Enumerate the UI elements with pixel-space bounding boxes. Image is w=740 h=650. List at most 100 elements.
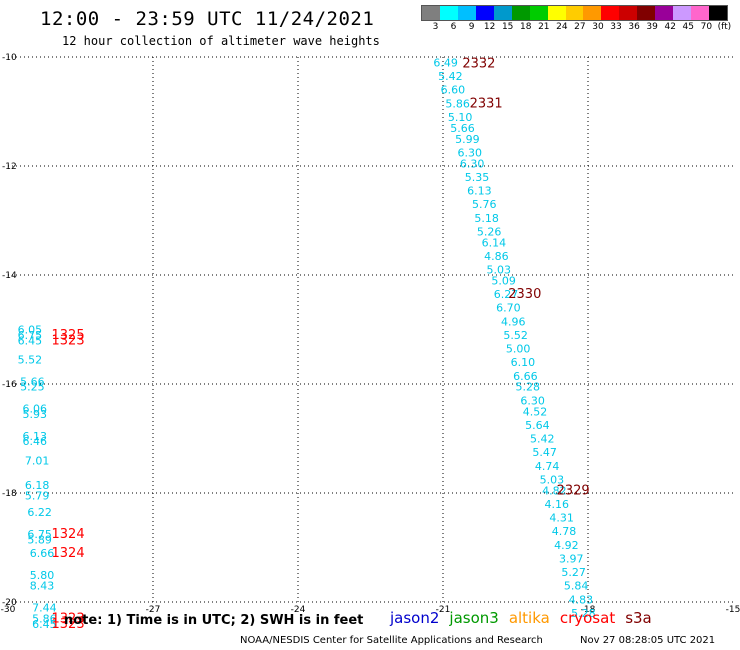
y-tick-label: -20 (2, 598, 17, 608)
swh-value-label: 5.84 (564, 580, 589, 593)
swh-value-label: 3.97 (559, 552, 584, 565)
color-scale-label: 3 (432, 22, 439, 32)
color-swatch (637, 6, 656, 20)
data-points: 6.495.426.605.865.105.665.996.306.305.35… (18, 56, 596, 630)
swh-value-label: 6.70 (496, 302, 520, 315)
color-swatch (475, 6, 494, 20)
swh-value-label: 5.66 (450, 122, 475, 135)
pass-number-label: 2330 (508, 287, 541, 302)
swh-value-label: 5.42 (530, 433, 555, 446)
swh-value-label: 6.60 (441, 84, 466, 97)
y-tick-label: -18 (2, 489, 17, 499)
swh-value-label: 5.35 (465, 171, 490, 184)
swh-value-label: 5.18 (474, 212, 499, 225)
color-scale-bar (421, 5, 728, 21)
color-swatch (709, 6, 727, 20)
color-swatch (673, 6, 692, 20)
swh-value-label: 6.30 (458, 146, 483, 159)
swh-value-label: 6.66 (513, 370, 538, 383)
color-scale-labels: 3 6 9 12 15 18 21 24 27 30 33 36 39 42 45 70 (ft) (421, 22, 740, 34)
legend-entry-jason3: jason3 (449, 609, 499, 627)
swh-value-label: 5.79 (25, 490, 49, 503)
swh-value-label: 5.27 (561, 566, 586, 579)
swh-value-label: 6.66 (30, 547, 55, 560)
swh-value-label: 4.31 (549, 512, 574, 525)
footer-timestamp: Nov 27 08:28:05 UTC 2021 (580, 635, 716, 646)
color-swatch (547, 6, 566, 20)
color-swatch (493, 6, 512, 20)
swh-value-label: 5.76 (472, 198, 497, 211)
swh-value-label: 7.01 (25, 454, 49, 467)
swh-value-label: 5.86 (32, 612, 57, 625)
color-swatch (565, 6, 584, 20)
swh-value-label: 5.99 (455, 133, 480, 146)
pass-number-label: 1325 (52, 328, 85, 343)
pass-number-label: 2331 (470, 96, 503, 111)
x-tick-label: -15 (726, 605, 740, 615)
grid-lines (8, 56, 733, 603)
color-scale-label: 30 (592, 22, 604, 32)
swh-value-label: 5.09 (491, 274, 516, 287)
swh-value-label: 4.92 (554, 539, 579, 552)
swh-value-label: 6.18 (25, 479, 49, 492)
swh-value-label: 6.13 (467, 185, 492, 198)
footer-credit: NOAA/NESDIS Center for Satellite Applica… (240, 635, 543, 646)
y-tick-label: -16 (2, 380, 17, 390)
swh-value-label: 5.25 (20, 381, 45, 394)
swh-value-label: 5.03 (540, 473, 565, 486)
swh-value-label: 6.27 (494, 288, 519, 301)
x-tick-label: -30 (1, 605, 16, 615)
swh-value-label: 6.46 (23, 435, 48, 448)
pass-number-label: 2332 (462, 57, 495, 72)
swh-value-label: 6.05 (18, 324, 42, 337)
legend-entry-s3a: s3a (625, 609, 652, 627)
swh-value-label: 5.52 (503, 329, 527, 342)
swh-value-label: 6.45 (32, 618, 57, 631)
legend-entry-cryosat: cryosat (559, 609, 616, 627)
swh-value-label: 5.86 (445, 97, 470, 110)
swh-value-label: 4.78 (552, 525, 577, 538)
x-tick-label: -24 (291, 605, 306, 615)
color-scale-label: 27 (574, 22, 586, 32)
legend-entry-altika: altika (508, 609, 550, 627)
swh-value-label: 6.10 (511, 356, 535, 369)
color-scale-label: (ft) (717, 22, 732, 32)
color-scale-label: 45 (682, 22, 694, 32)
color-swatch (583, 6, 602, 20)
color-swatch (422, 6, 440, 20)
color-swatch (457, 6, 476, 20)
color-swatch (619, 6, 638, 20)
y-tick-label: -10 (2, 53, 17, 63)
x-tick-label: -27 (146, 605, 161, 615)
chart-subtitle: 12 hour collection of altimeter wave hei… (62, 34, 380, 48)
pass-number-label: 2329 (557, 483, 590, 498)
y-tick-label: -12 (2, 162, 17, 172)
satellite-legend: jason2 jason3 altika cryosat s3a (390, 609, 662, 627)
color-swatch (601, 6, 620, 20)
swh-value-label: 5.26 (477, 225, 502, 238)
color-scale-label: 6 (450, 22, 457, 32)
color-swatch (691, 6, 709, 20)
swh-value-label: 5.80 (30, 569, 55, 582)
swh-value-label: 5.10 (448, 111, 473, 124)
swh-value-label: 5.42 (438, 70, 463, 83)
pass-number-label: 1323 (52, 617, 85, 632)
color-scale-label: 33 (610, 22, 622, 32)
swh-value-label: 7.44 (32, 601, 57, 614)
color-swatch (655, 6, 674, 20)
swh-value-label: 6.75 (27, 528, 52, 541)
color-scale-label: 42 (664, 22, 676, 32)
swh-value-label: 5.28 (571, 607, 596, 620)
color-swatch (439, 6, 458, 20)
color-scale-label: 12 (483, 22, 496, 32)
swh-value-label: 4.82 (542, 484, 567, 497)
pass-number-label: 1323 (52, 333, 85, 348)
swh-value-label: 5.03 (487, 264, 512, 277)
swh-value-label: 4.83 (569, 593, 594, 606)
swh-value-label: 4.96 (501, 315, 526, 328)
pass-number-label: 1324 (52, 546, 85, 561)
color-scale-label: 21 (538, 22, 550, 32)
color-scale-label: 9 (468, 22, 475, 32)
swh-value-label: 5.93 (23, 408, 48, 421)
